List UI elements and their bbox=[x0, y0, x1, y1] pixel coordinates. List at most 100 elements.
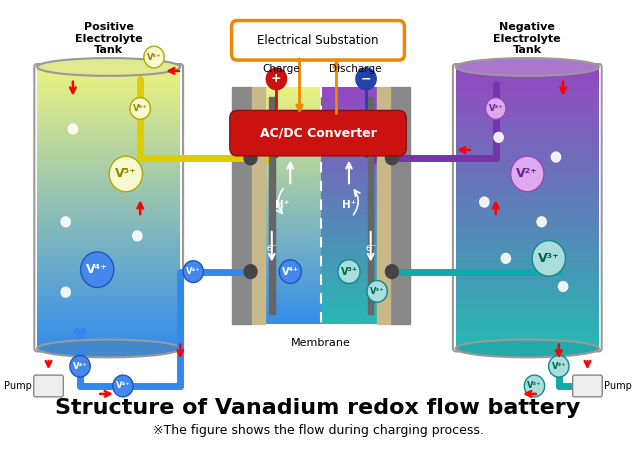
Text: Charge: Charge bbox=[262, 64, 300, 74]
Bar bbox=[455, 144, 599, 146]
Bar bbox=[37, 112, 181, 114]
Bar bbox=[265, 305, 321, 307]
Bar bbox=[455, 194, 599, 197]
Bar bbox=[265, 202, 321, 204]
Bar bbox=[321, 322, 377, 324]
Bar bbox=[37, 105, 181, 107]
Bar bbox=[321, 287, 377, 290]
Bar bbox=[455, 279, 599, 282]
Bar bbox=[37, 260, 181, 263]
Bar bbox=[321, 284, 377, 286]
Circle shape bbox=[244, 265, 257, 278]
Bar bbox=[37, 206, 181, 208]
Bar bbox=[321, 98, 377, 100]
Bar bbox=[455, 123, 599, 126]
Bar bbox=[455, 198, 599, 201]
Bar bbox=[37, 219, 181, 221]
Bar bbox=[265, 322, 321, 324]
Bar bbox=[265, 139, 321, 141]
Circle shape bbox=[81, 252, 114, 287]
Bar bbox=[265, 289, 321, 291]
Bar bbox=[265, 88, 321, 90]
Bar bbox=[265, 196, 321, 198]
Bar bbox=[37, 240, 181, 242]
Bar bbox=[265, 154, 321, 157]
Circle shape bbox=[113, 375, 133, 397]
Bar bbox=[265, 96, 321, 98]
Bar bbox=[37, 221, 181, 223]
Bar bbox=[455, 343, 599, 345]
Bar bbox=[321, 272, 377, 274]
Bar bbox=[455, 268, 599, 270]
Bar bbox=[321, 137, 377, 139]
Bar bbox=[265, 314, 321, 317]
Bar bbox=[321, 256, 377, 258]
Bar bbox=[321, 128, 377, 130]
Bar bbox=[455, 264, 599, 266]
Circle shape bbox=[61, 217, 71, 227]
Bar bbox=[265, 319, 321, 321]
Bar bbox=[265, 199, 321, 201]
Bar bbox=[321, 207, 377, 209]
Bar bbox=[321, 132, 377, 135]
Bar bbox=[321, 210, 377, 212]
Bar bbox=[455, 255, 599, 257]
Bar bbox=[321, 154, 377, 157]
Bar bbox=[265, 297, 321, 299]
Ellipse shape bbox=[37, 58, 181, 76]
Bar bbox=[321, 321, 377, 323]
Bar bbox=[265, 257, 321, 260]
Bar bbox=[455, 168, 599, 171]
Text: Discharge: Discharge bbox=[329, 64, 381, 74]
Bar bbox=[321, 144, 377, 145]
Bar bbox=[321, 189, 377, 192]
Bar bbox=[37, 258, 181, 261]
Bar bbox=[265, 131, 321, 133]
Bar bbox=[455, 125, 599, 128]
Bar bbox=[321, 233, 377, 236]
Bar bbox=[37, 157, 181, 159]
Bar bbox=[265, 147, 321, 149]
Bar bbox=[321, 201, 377, 202]
Bar bbox=[455, 226, 599, 229]
Bar bbox=[37, 198, 181, 201]
Bar bbox=[265, 158, 321, 160]
Bar bbox=[455, 110, 599, 113]
Bar bbox=[37, 229, 181, 231]
Bar bbox=[37, 268, 181, 270]
Bar bbox=[37, 253, 181, 255]
Bar bbox=[455, 80, 599, 83]
Bar bbox=[37, 272, 181, 274]
Bar bbox=[321, 280, 377, 282]
Circle shape bbox=[480, 197, 489, 207]
Bar bbox=[455, 181, 599, 184]
Bar bbox=[321, 242, 377, 244]
Text: ※The figure shows the flow during charging process.: ※The figure shows the flow during chargi… bbox=[153, 424, 483, 437]
Bar bbox=[455, 95, 599, 97]
Bar bbox=[321, 166, 377, 168]
Bar bbox=[37, 73, 181, 75]
Bar bbox=[265, 132, 321, 135]
Bar bbox=[455, 326, 599, 328]
Bar bbox=[265, 153, 321, 155]
Circle shape bbox=[367, 281, 387, 302]
Bar bbox=[321, 109, 377, 111]
Bar bbox=[37, 328, 181, 330]
Bar bbox=[455, 119, 599, 122]
Bar bbox=[321, 273, 377, 275]
Bar bbox=[265, 150, 321, 152]
Bar bbox=[321, 96, 377, 98]
Bar bbox=[37, 279, 181, 282]
Bar bbox=[37, 167, 181, 169]
Bar bbox=[321, 102, 377, 105]
Bar bbox=[321, 194, 377, 196]
Bar bbox=[37, 97, 181, 99]
Bar bbox=[37, 318, 181, 321]
Bar bbox=[265, 136, 321, 138]
Bar bbox=[455, 334, 599, 336]
Bar bbox=[265, 311, 321, 313]
Bar bbox=[455, 223, 599, 225]
Bar bbox=[455, 174, 599, 176]
Bar bbox=[265, 90, 321, 92]
Bar bbox=[455, 82, 599, 84]
